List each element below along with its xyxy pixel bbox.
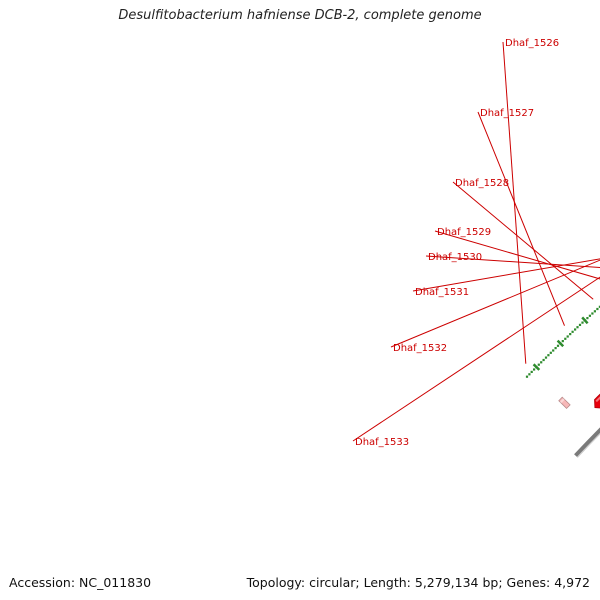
ruler-dot: [547, 354, 550, 357]
ruler-dot: [549, 351, 552, 354]
ruler-dot: [578, 323, 582, 326]
gene-leader-line: [434, 230, 600, 280]
ruler-dot: [537, 363, 540, 366]
gene-feature[interactable]: [594, 377, 600, 409]
gene-label[interactable]: Dhaf_1532: [393, 343, 447, 354]
gene-leader-line: [412, 258, 600, 292]
gene-feature-highlight: [595, 396, 600, 403]
ruler-dot: [571, 330, 574, 333]
gene-leader-line: [390, 259, 600, 348]
ruler-dot: [588, 314, 591, 317]
ruler-dot: [530, 370, 533, 373]
ruler-dot: [564, 337, 567, 340]
backbone-highlight: [576, 432, 600, 458]
gene-label[interactable]: Dhaf_1530: [428, 252, 482, 263]
gene-label[interactable]: Dhaf_1533: [355, 437, 409, 448]
ruler-dot: [574, 328, 577, 331]
gene-leader-line: [425, 255, 600, 268]
ruler-dot: [591, 312, 594, 315]
ruler-dot: [586, 317, 589, 320]
ruler-major-tick: [532, 363, 541, 371]
ruler-dot: [556, 344, 560, 347]
ruler-dot: [525, 375, 529, 378]
ruler-dot: [576, 326, 579, 329]
ruler-dot: [596, 307, 599, 311]
gene-leader-line: [477, 111, 565, 326]
ruler-dot: [544, 356, 548, 359]
gene-leader-line: [352, 276, 600, 442]
gene-label[interactable]: Dhaf_1528: [455, 178, 509, 189]
ruler-dot: [569, 333, 572, 336]
gene-label[interactable]: Dhaf_1527: [480, 108, 534, 119]
gene-feature-highlight: [559, 398, 565, 404]
backbone: [574, 427, 600, 458]
topology-info: Topology: circular; Length: 5,279,134 bp…: [246, 575, 590, 590]
gene-feature[interactable]: [558, 396, 571, 409]
ruler-dot: [533, 368, 536, 371]
kbp-ruler: 1629 kbp1630 kbp1631 kbp1632 kbp1633 kbp…: [525, 305, 600, 378]
ruler-dot: [552, 349, 555, 352]
ruler-dot: [598, 305, 600, 308]
gene-label[interactable]: Dhaf_1526: [505, 38, 559, 49]
ruler-dot: [542, 358, 545, 362]
map-title: Desulfitobacterium hafniense DCB-2, comp…: [118, 8, 482, 23]
gene-label[interactable]: Dhaf_1531: [415, 287, 469, 298]
gene-features: [558, 377, 600, 409]
ruler-dot: [566, 335, 569, 338]
ruler-dot: [593, 310, 596, 313]
accession-label: Accession: NC_011830: [9, 575, 152, 590]
ruler-dot: [528, 373, 531, 376]
ruler-dot: [540, 361, 543, 364]
ruler-major-tick: [581, 316, 589, 325]
gene-labels: Dhaf_1526 Dhaf_1527 Dhaf_1528 Dhaf_1529 Dhaf…: [352, 38, 600, 448]
ruler-major-tick: [556, 339, 565, 348]
ruler-dot: [561, 340, 564, 343]
gene-leader-line: [452, 181, 594, 300]
gene-label[interactable]: Dhaf_1529: [437, 227, 491, 238]
ruler-dot: [554, 347, 557, 350]
ruler-dot: [581, 321, 584, 324]
